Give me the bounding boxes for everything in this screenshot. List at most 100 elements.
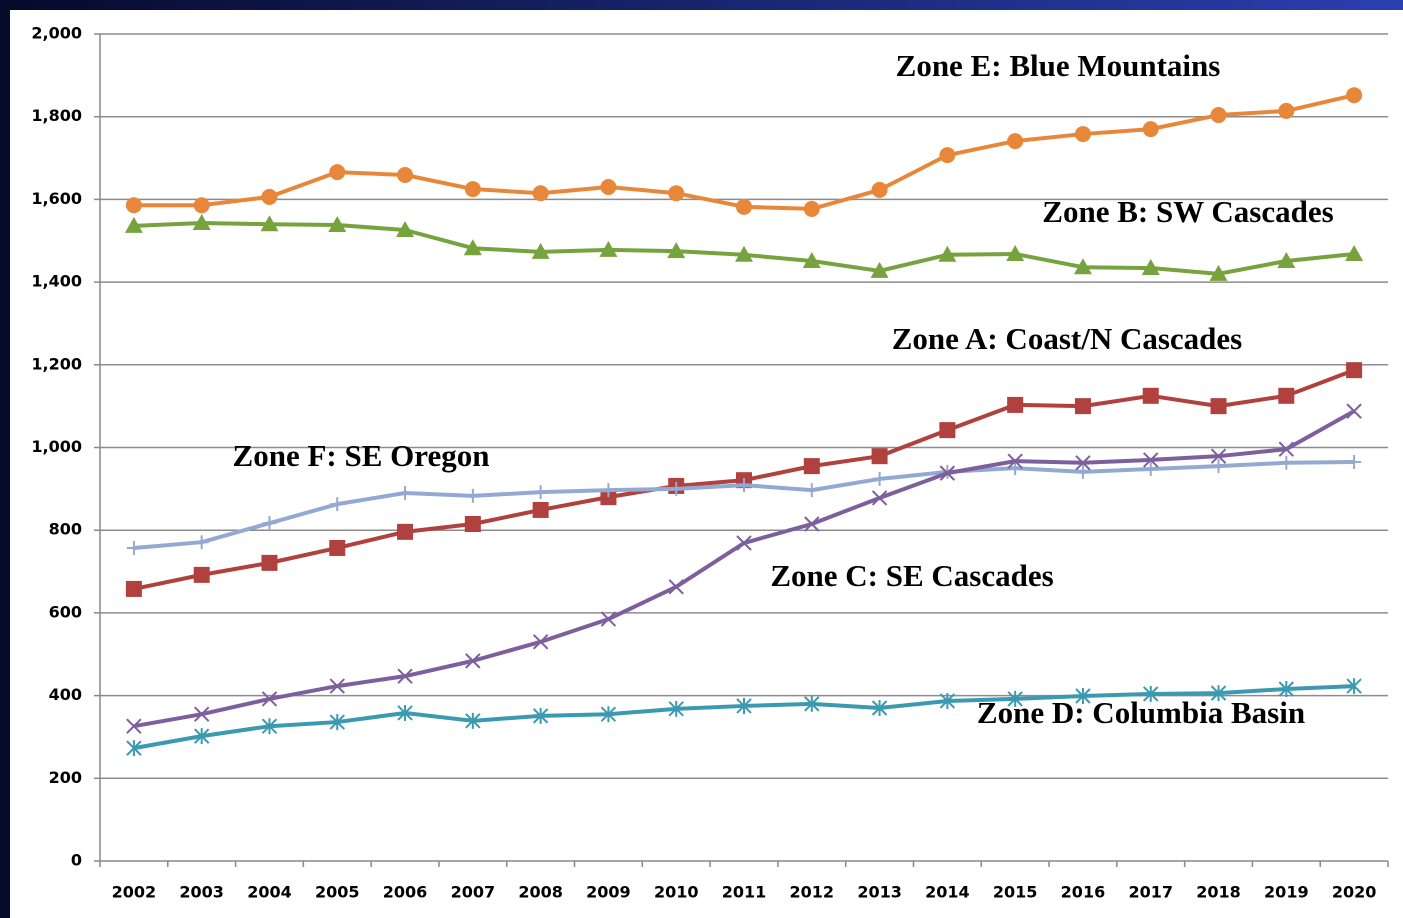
x-tick-label: 2019 <box>1264 883 1309 902</box>
y-tick-label: 1,600 <box>31 189 82 208</box>
marker <box>803 458 820 475</box>
series-label: Zone F: SE Oregon <box>233 438 490 473</box>
x-tick-label: 2006 <box>383 883 428 902</box>
marker <box>464 515 481 532</box>
marker <box>1142 387 1159 404</box>
marker <box>600 178 617 195</box>
marker <box>1210 448 1227 464</box>
marker <box>1346 362 1363 379</box>
marker <box>397 704 413 721</box>
marker <box>1074 398 1091 415</box>
marker <box>1007 453 1023 469</box>
marker <box>939 147 956 164</box>
marker <box>126 740 142 757</box>
marker <box>871 490 888 506</box>
marker <box>938 245 957 262</box>
marker <box>329 678 345 694</box>
marker <box>532 501 549 518</box>
x-tick-label: 2008 <box>518 883 563 902</box>
y-tick-label: 2,000 <box>31 24 82 43</box>
marker <box>939 465 956 481</box>
x-tick-label: 2017 <box>1128 883 1173 902</box>
series-label: Zone C: SE Cascades <box>770 558 1053 593</box>
marker <box>599 240 618 257</box>
marker <box>668 579 684 595</box>
marker <box>192 213 211 230</box>
marker <box>1211 459 1226 474</box>
marker <box>397 668 413 684</box>
marker <box>465 653 481 669</box>
marker <box>465 712 481 729</box>
marker <box>668 700 684 717</box>
marker <box>1210 685 1227 702</box>
series-label: Zone D: Columbia Basin <box>977 695 1305 730</box>
marker <box>600 706 617 723</box>
marker <box>1141 259 1160 276</box>
marker <box>1142 121 1159 138</box>
marker <box>124 216 143 233</box>
marker <box>328 216 347 233</box>
marker <box>1346 678 1362 695</box>
y-tick-label: 400 <box>49 685 82 704</box>
y-tick-label: 1,800 <box>31 106 82 125</box>
marker <box>669 481 684 496</box>
marker <box>939 422 956 439</box>
marker <box>737 478 751 493</box>
marker <box>193 728 210 745</box>
y-tick-label: 1,200 <box>31 354 82 373</box>
marker <box>1008 461 1023 476</box>
marker <box>1346 87 1363 104</box>
marker <box>1007 133 1024 150</box>
marker <box>532 707 549 724</box>
marker <box>329 714 345 731</box>
marker <box>1209 264 1228 281</box>
y-tick-label: 200 <box>49 768 82 787</box>
marker <box>261 691 278 707</box>
marker <box>1075 464 1090 479</box>
marker <box>329 539 346 556</box>
marker <box>804 695 820 712</box>
marker <box>193 197 210 214</box>
marker <box>870 261 889 278</box>
marker <box>262 516 277 531</box>
marker <box>261 554 278 571</box>
marker <box>1278 441 1295 457</box>
marker <box>1007 690 1023 707</box>
marker <box>736 697 752 714</box>
marker <box>1347 454 1362 469</box>
marker <box>533 485 548 500</box>
marker <box>1075 688 1091 705</box>
marker <box>464 181 481 198</box>
x-tick-label: 2003 <box>179 883 224 902</box>
marker <box>397 167 414 184</box>
y-tick-label: 600 <box>49 602 82 621</box>
x-tick-label: 2012 <box>790 883 835 902</box>
marker <box>125 197 142 214</box>
x-tick-label: 2010 <box>654 883 699 902</box>
y-tick-label: 1,400 <box>31 272 82 291</box>
marker <box>1073 258 1092 275</box>
x-tick-label: 2020 <box>1332 883 1377 902</box>
marker <box>532 634 549 650</box>
marker <box>667 242 686 259</box>
marker <box>1279 455 1294 470</box>
series-label: Zone B: SW Cascades <box>1042 194 1333 229</box>
marker <box>802 252 821 269</box>
y-tick-label: 800 <box>49 520 82 539</box>
marker <box>872 471 887 486</box>
marker <box>329 164 346 181</box>
x-tick-label: 2015 <box>993 883 1038 902</box>
marker <box>1143 462 1158 477</box>
x-tick-label: 2011 <box>722 883 767 902</box>
x-tick-label: 2009 <box>586 883 631 902</box>
marker <box>1278 102 1295 119</box>
marker <box>465 488 480 503</box>
series-label: Zone A: Coast/N Cascades <box>892 321 1242 356</box>
marker <box>1346 403 1362 419</box>
x-tick-label: 2004 <box>247 883 292 902</box>
marker <box>1006 244 1025 261</box>
marker <box>260 215 279 232</box>
marker <box>600 611 617 627</box>
